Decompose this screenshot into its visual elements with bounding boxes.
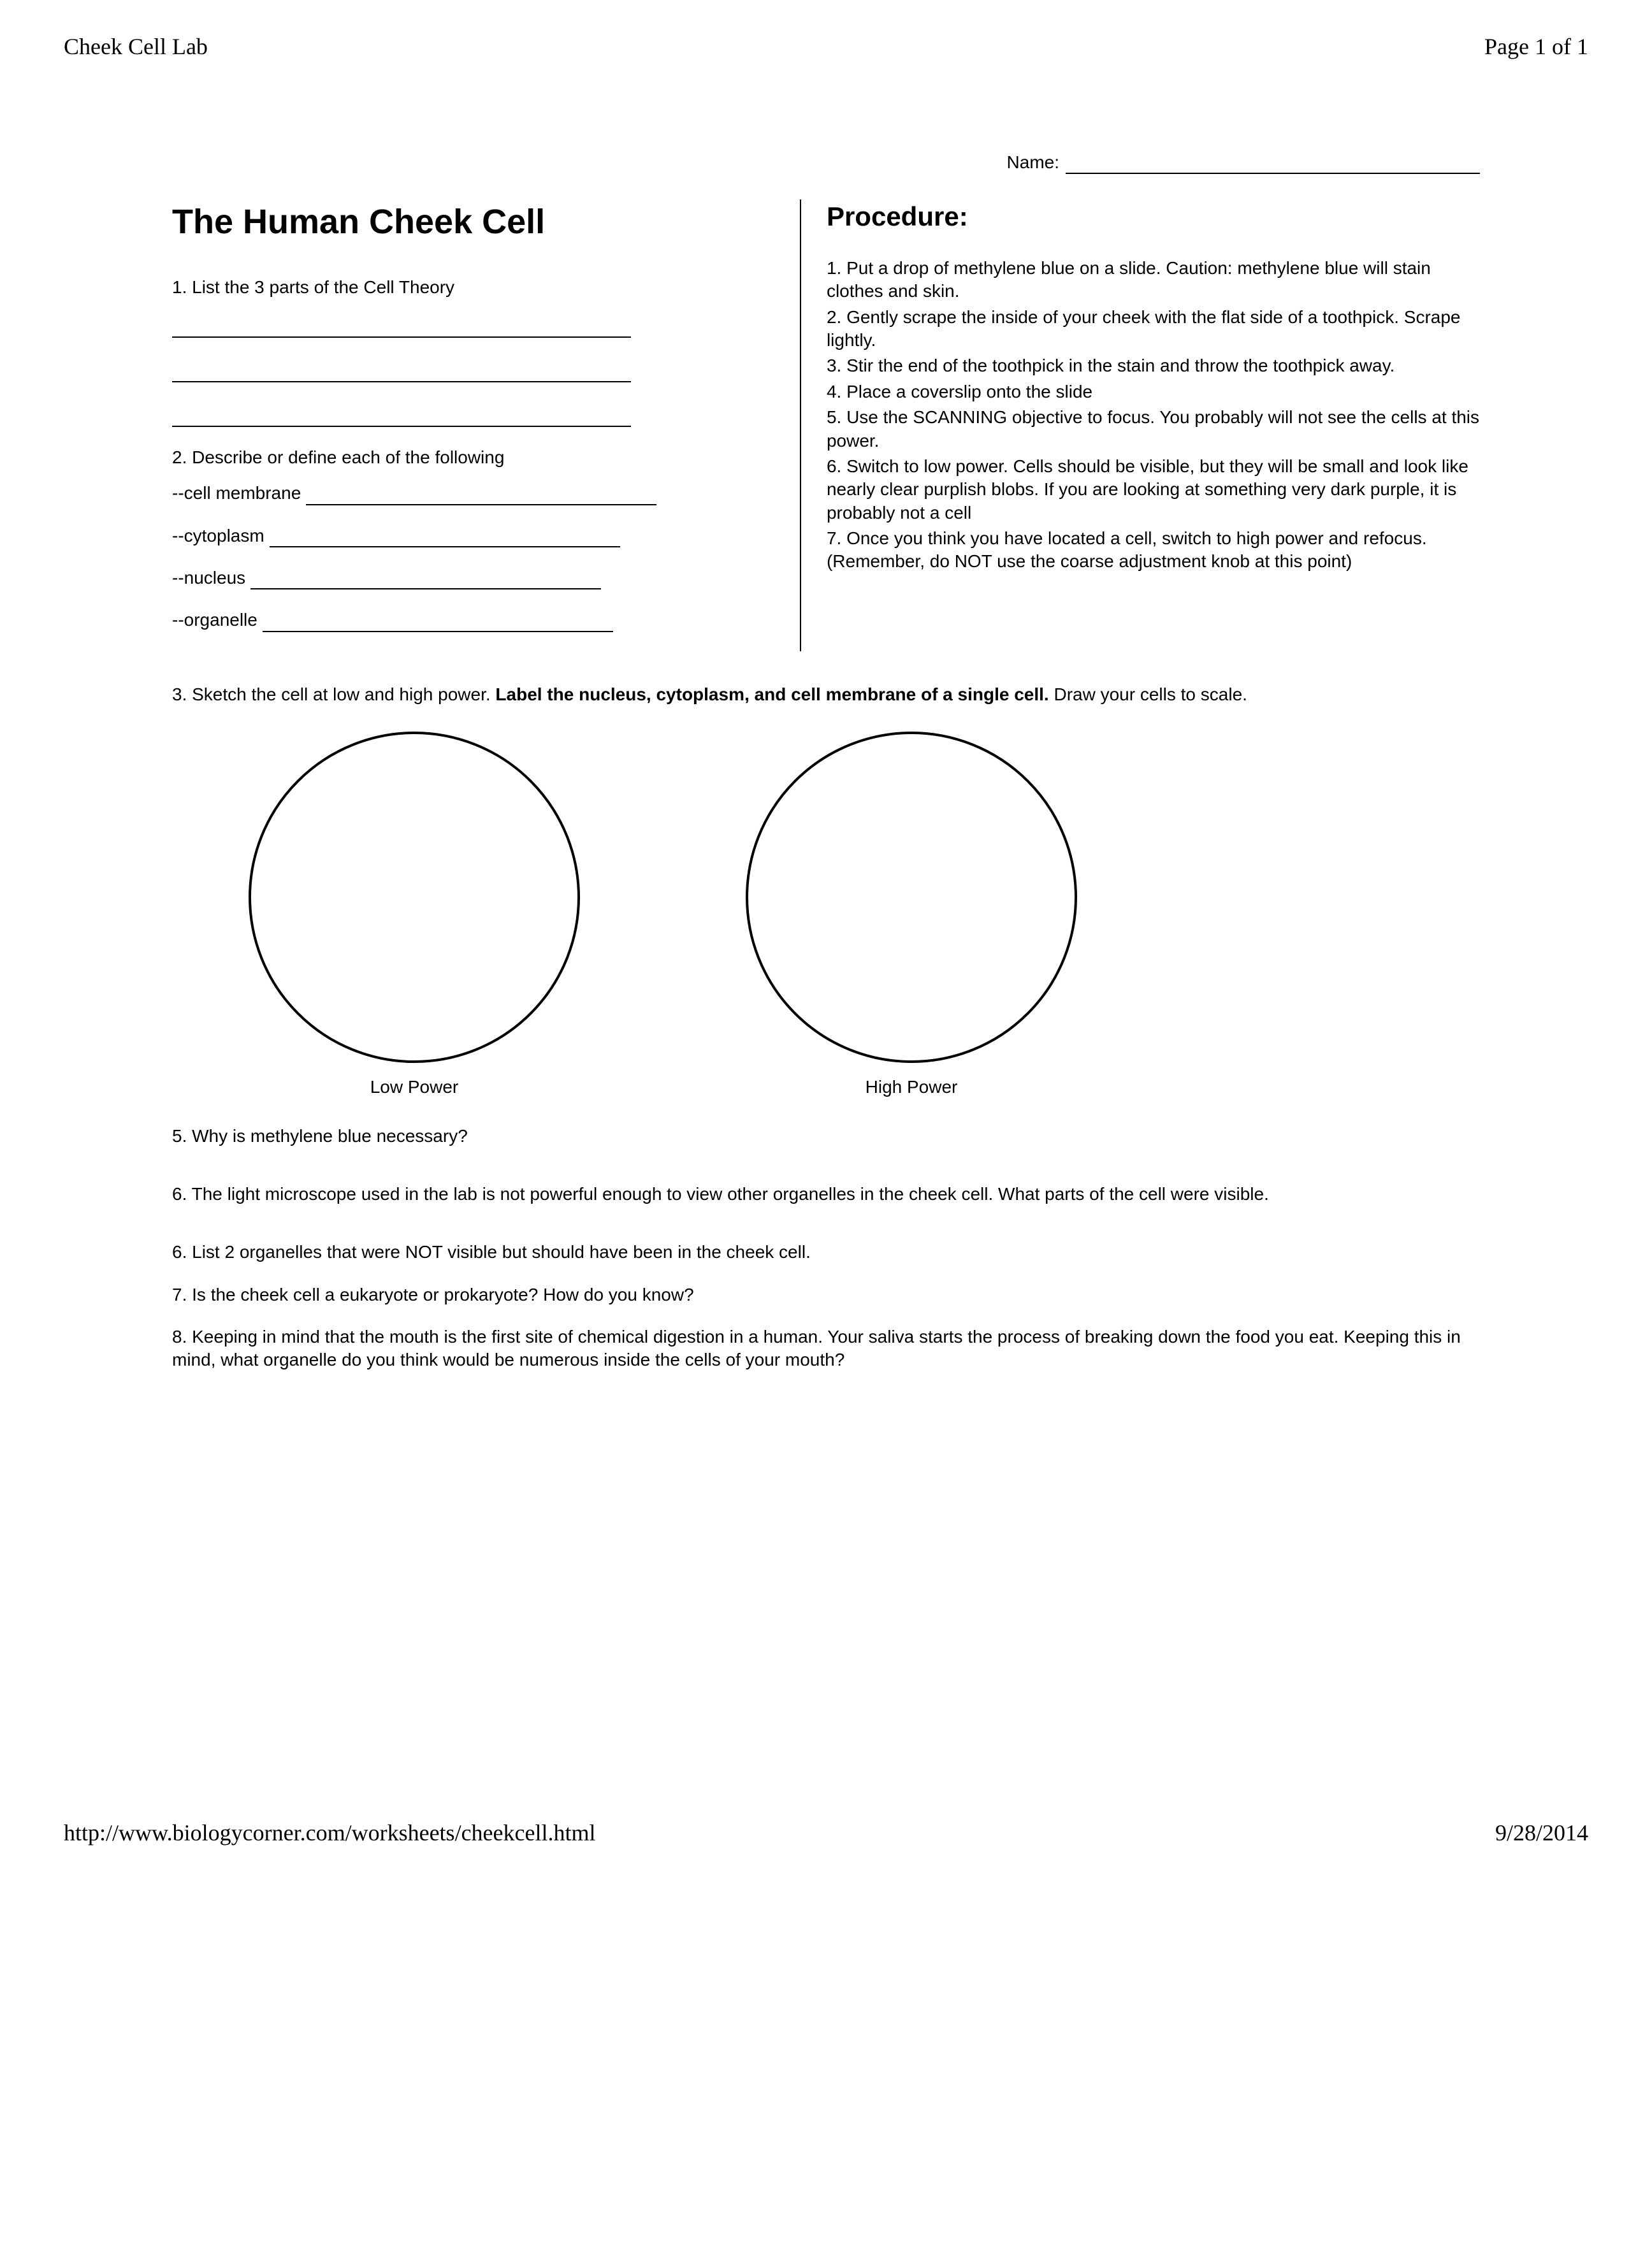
procedure-step: 3. Stir the end of the toothpick in the … bbox=[827, 354, 1480, 377]
question-1: 1. List the 3 parts of the Cell Theory bbox=[172, 276, 774, 299]
def-membrane-line[interactable] bbox=[306, 489, 656, 505]
question-6b: 6. List 2 organelles that were NOT visib… bbox=[172, 1241, 1480, 1264]
left-column: The Human Cheek Cell 1. List the 3 parts… bbox=[172, 199, 800, 651]
q3-bold: Label the nucleus, cytoplasm, and cell m… bbox=[495, 684, 1048, 704]
answer-line-3[interactable] bbox=[172, 401, 631, 427]
name-label: Name: bbox=[1007, 151, 1059, 174]
low-power-block: Low Power bbox=[249, 732, 580, 1099]
procedure-step: 5. Use the SCANNING objective to focus. … bbox=[827, 406, 1480, 452]
right-column: Procedure: 1. Put a drop of methylene bl… bbox=[800, 199, 1480, 651]
def-membrane: --cell membrane bbox=[172, 482, 774, 505]
high-power-block: High Power bbox=[746, 732, 1077, 1099]
def-nucleus: --nucleus bbox=[172, 567, 774, 589]
question-3: 3. Sketch the cell at low and high power… bbox=[172, 683, 1480, 706]
def-cytoplasm-label: --cytoplasm bbox=[172, 524, 264, 547]
footer-date: 9/28/2014 bbox=[1495, 1818, 1588, 1848]
circles-row: Low Power High Power bbox=[249, 732, 1480, 1099]
name-row: Name: bbox=[172, 151, 1480, 174]
def-nucleus-label: --nucleus bbox=[172, 567, 245, 589]
question-5: 5. Why is methylene blue necessary? bbox=[172, 1125, 1480, 1148]
name-input-line[interactable] bbox=[1066, 156, 1480, 174]
footer-url: http://www.biologycorner.com/worksheets/… bbox=[64, 1818, 595, 1848]
procedure-step: 7. Once you think you have located a cel… bbox=[827, 527, 1480, 574]
high-power-label: High Power bbox=[866, 1076, 958, 1099]
procedure-step: 1. Put a drop of methylene blue on a sli… bbox=[827, 257, 1480, 303]
procedure-heading: Procedure: bbox=[827, 199, 1480, 235]
procedure-step: 6. Switch to low power. Cells should be … bbox=[827, 455, 1480, 524]
def-cytoplasm: --cytoplasm bbox=[172, 524, 774, 547]
page-header: Cheek Cell Lab Page 1 of 1 bbox=[64, 32, 1588, 62]
def-organelle-label: --organelle bbox=[172, 609, 257, 632]
sketch-section: 3. Sketch the cell at low and high power… bbox=[172, 683, 1480, 1099]
content: Name: The Human Cheek Cell 1. List the 3… bbox=[64, 151, 1588, 1372]
procedure-step: 2. Gently scrape the inside of your chee… bbox=[827, 306, 1480, 352]
procedure-step: 4. Place a coverslip onto the slide bbox=[827, 380, 1480, 403]
page-footer: http://www.biologycorner.com/worksheets/… bbox=[64, 1818, 1588, 1848]
def-nucleus-line[interactable] bbox=[250, 573, 601, 589]
answer-line-1[interactable] bbox=[172, 312, 631, 338]
q3-suffix: Draw your cells to scale. bbox=[1049, 684, 1247, 704]
def-cytoplasm-line[interactable] bbox=[270, 531, 620, 547]
doc-title: Cheek Cell Lab bbox=[64, 32, 208, 62]
question-7: 7. Is the cheek cell a eukaryote or prok… bbox=[172, 1283, 1480, 1306]
q3-prefix: 3. Sketch the cell at low and high power… bbox=[172, 684, 495, 704]
high-power-circle[interactable] bbox=[746, 732, 1077, 1063]
question-6a: 6. The light microscope used in the lab … bbox=[172, 1183, 1480, 1206]
two-column-section: The Human Cheek Cell 1. List the 3 parts… bbox=[172, 199, 1480, 651]
question-8: 8. Keeping in mind that the mouth is the… bbox=[172, 1325, 1480, 1372]
page-number: Page 1 of 1 bbox=[1484, 32, 1588, 62]
page-title: The Human Cheek Cell bbox=[172, 199, 774, 244]
low-power-circle[interactable] bbox=[249, 732, 580, 1063]
low-power-label: Low Power bbox=[370, 1076, 459, 1099]
def-membrane-label: --cell membrane bbox=[172, 482, 301, 505]
question-2: 2. Describe or define each of the follow… bbox=[172, 446, 774, 469]
def-organelle-line[interactable] bbox=[263, 616, 613, 632]
def-organelle: --organelle bbox=[172, 609, 774, 632]
answer-line-2[interactable] bbox=[172, 357, 631, 382]
